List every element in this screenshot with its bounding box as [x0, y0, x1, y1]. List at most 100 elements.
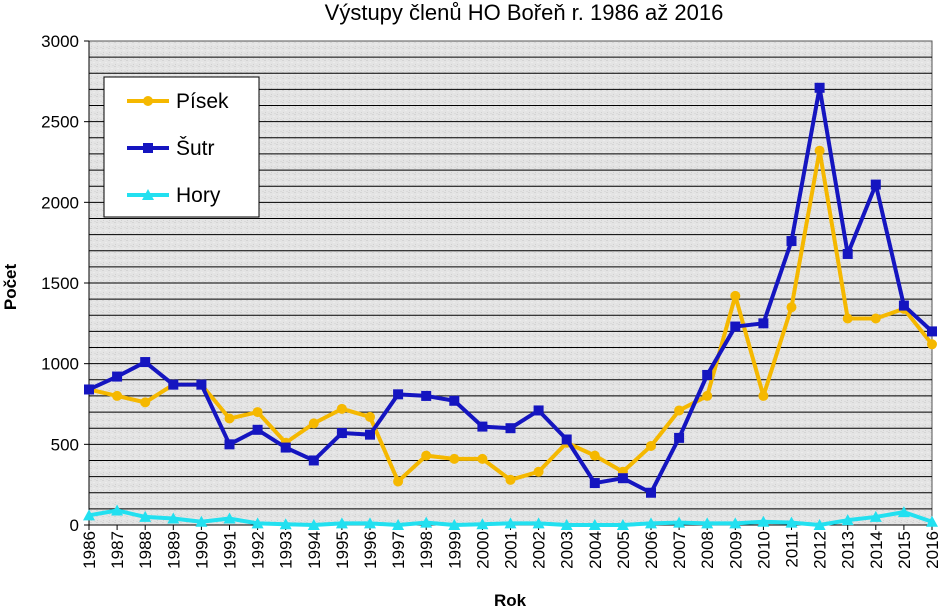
x-tick-label: 1997	[389, 531, 408, 569]
data-point-hory	[588, 519, 601, 530]
data-point-hory	[645, 517, 657, 529]
data-point-sutr	[196, 379, 207, 390]
data-point-sutr	[646, 487, 656, 498]
data-point-hory	[785, 516, 798, 528]
x-tick-label: 2001	[502, 531, 521, 569]
y-tick-label: 2500	[41, 113, 79, 132]
data-point-hory	[335, 517, 348, 529]
legend-item-pisek: Písek	[127, 90, 229, 113]
data-point-sutr	[814, 82, 825, 93]
legend-label-hory: Hory	[176, 184, 221, 207]
x-tick-label: 1999	[445, 531, 464, 569]
data-point-hory	[167, 512, 180, 524]
x-tick-label: 2006	[642, 531, 661, 569]
data-point-hory	[729, 517, 742, 529]
data-point-pisek	[393, 476, 404, 487]
data-point-hory	[279, 518, 292, 530]
data-point-sutr	[842, 248, 853, 259]
data-point-pisek	[814, 145, 825, 156]
data-point-sutr	[533, 405, 544, 416]
data-point-pisek	[224, 413, 235, 424]
data-point-sutr	[140, 357, 151, 368]
data-point-hory	[364, 517, 376, 529]
y-tick-label: 0	[70, 516, 79, 535]
data-point-hory	[111, 504, 124, 516]
data-point-hory	[420, 516, 433, 528]
y-tick-label: 3000	[41, 32, 79, 51]
data-point-sutr	[898, 300, 909, 311]
data-point-sutr	[786, 236, 797, 247]
legend-marker-hory	[142, 189, 154, 200]
y-axis-title: Počet	[1, 264, 20, 311]
data-point-sutr	[112, 371, 123, 382]
data-point-sutr	[84, 384, 94, 395]
data-point-hory	[757, 515, 770, 527]
x-axis: 1986 1987 1988 1989 1990 1991 1992 1993 1994 1995…	[80, 524, 942, 569]
data-point-sutr	[252, 424, 263, 435]
data-point-hory	[504, 517, 517, 529]
data-point-hory	[701, 517, 714, 529]
data-point-pisek	[870, 313, 881, 324]
data-point-pisek	[786, 302, 797, 313]
data-point-sutr	[870, 179, 881, 190]
y-tick-label: 1500	[41, 274, 79, 293]
data-point-pisek	[758, 390, 769, 401]
data-point-hory	[83, 509, 95, 521]
data-point-pisek	[730, 290, 741, 301]
series-hory	[83, 504, 938, 530]
x-tick-label: 2014	[867, 531, 886, 569]
data-point-hory	[195, 515, 208, 527]
data-point-hory	[532, 517, 545, 529]
data-point-pisek	[702, 390, 713, 401]
x-tick-label: 2004	[586, 531, 605, 569]
data-point-hory	[392, 519, 405, 530]
data-point-pisek	[927, 339, 937, 350]
x-tick-label: 2002	[530, 531, 549, 569]
y-axis: 0 500 1000 1500 2000 2500 3000	[41, 32, 90, 535]
data-point-hory	[476, 518, 489, 530]
data-point-pisek	[589, 450, 600, 461]
series-lines	[83, 82, 938, 530]
series-sutr	[84, 82, 937, 498]
data-point-pisek	[140, 397, 151, 408]
data-point-hory	[139, 510, 152, 522]
data-point-pisek	[421, 450, 432, 461]
legend-label-pisek: Písek	[176, 90, 229, 113]
data-point-sutr	[365, 429, 375, 440]
data-point-sutr	[449, 395, 460, 406]
data-point-sutr	[336, 428, 347, 439]
x-tick-label: 1990	[192, 531, 211, 569]
x-axis-title: Rok	[494, 591, 527, 608]
x-tick-label: 2009	[726, 531, 745, 569]
data-point-hory	[841, 514, 854, 526]
x-tick-label: 2000	[473, 531, 492, 569]
data-point-sutr	[589, 478, 600, 489]
legend: Písek Šutr Hory	[103, 76, 260, 218]
data-point-hory	[926, 515, 938, 527]
x-tick-label: 1989	[164, 531, 183, 569]
legend-item-hory: Hory	[127, 184, 221, 207]
x-tick-label: 1988	[136, 531, 155, 569]
x-tick-label: 2012	[811, 531, 830, 569]
x-tick-label: 1993	[277, 531, 296, 569]
x-tick-label: 1987	[108, 531, 127, 569]
data-point-sutr	[477, 421, 488, 432]
data-point-hory	[223, 512, 236, 524]
x-tick-label: 2016	[923, 531, 942, 569]
data-point-sutr	[224, 439, 235, 450]
data-point-sutr	[505, 423, 516, 434]
data-point-hory	[616, 519, 629, 530]
x-tick-label: 1986	[80, 531, 99, 569]
x-tick-label: 2008	[698, 531, 717, 569]
x-tick-label: 1991	[221, 531, 240, 569]
data-point-hory	[251, 517, 264, 529]
data-point-hory	[560, 519, 573, 530]
data-point-sutr	[617, 473, 628, 484]
data-point-pisek	[336, 403, 347, 414]
data-point-pisek	[533, 466, 544, 477]
x-tick-label: 2007	[670, 531, 689, 569]
x-tick-label: 1996	[361, 531, 380, 569]
data-point-hory	[897, 506, 910, 518]
data-point-hory	[869, 510, 882, 522]
